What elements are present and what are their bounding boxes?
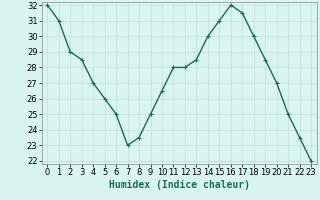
X-axis label: Humidex (Indice chaleur): Humidex (Indice chaleur) — [109, 180, 250, 190]
